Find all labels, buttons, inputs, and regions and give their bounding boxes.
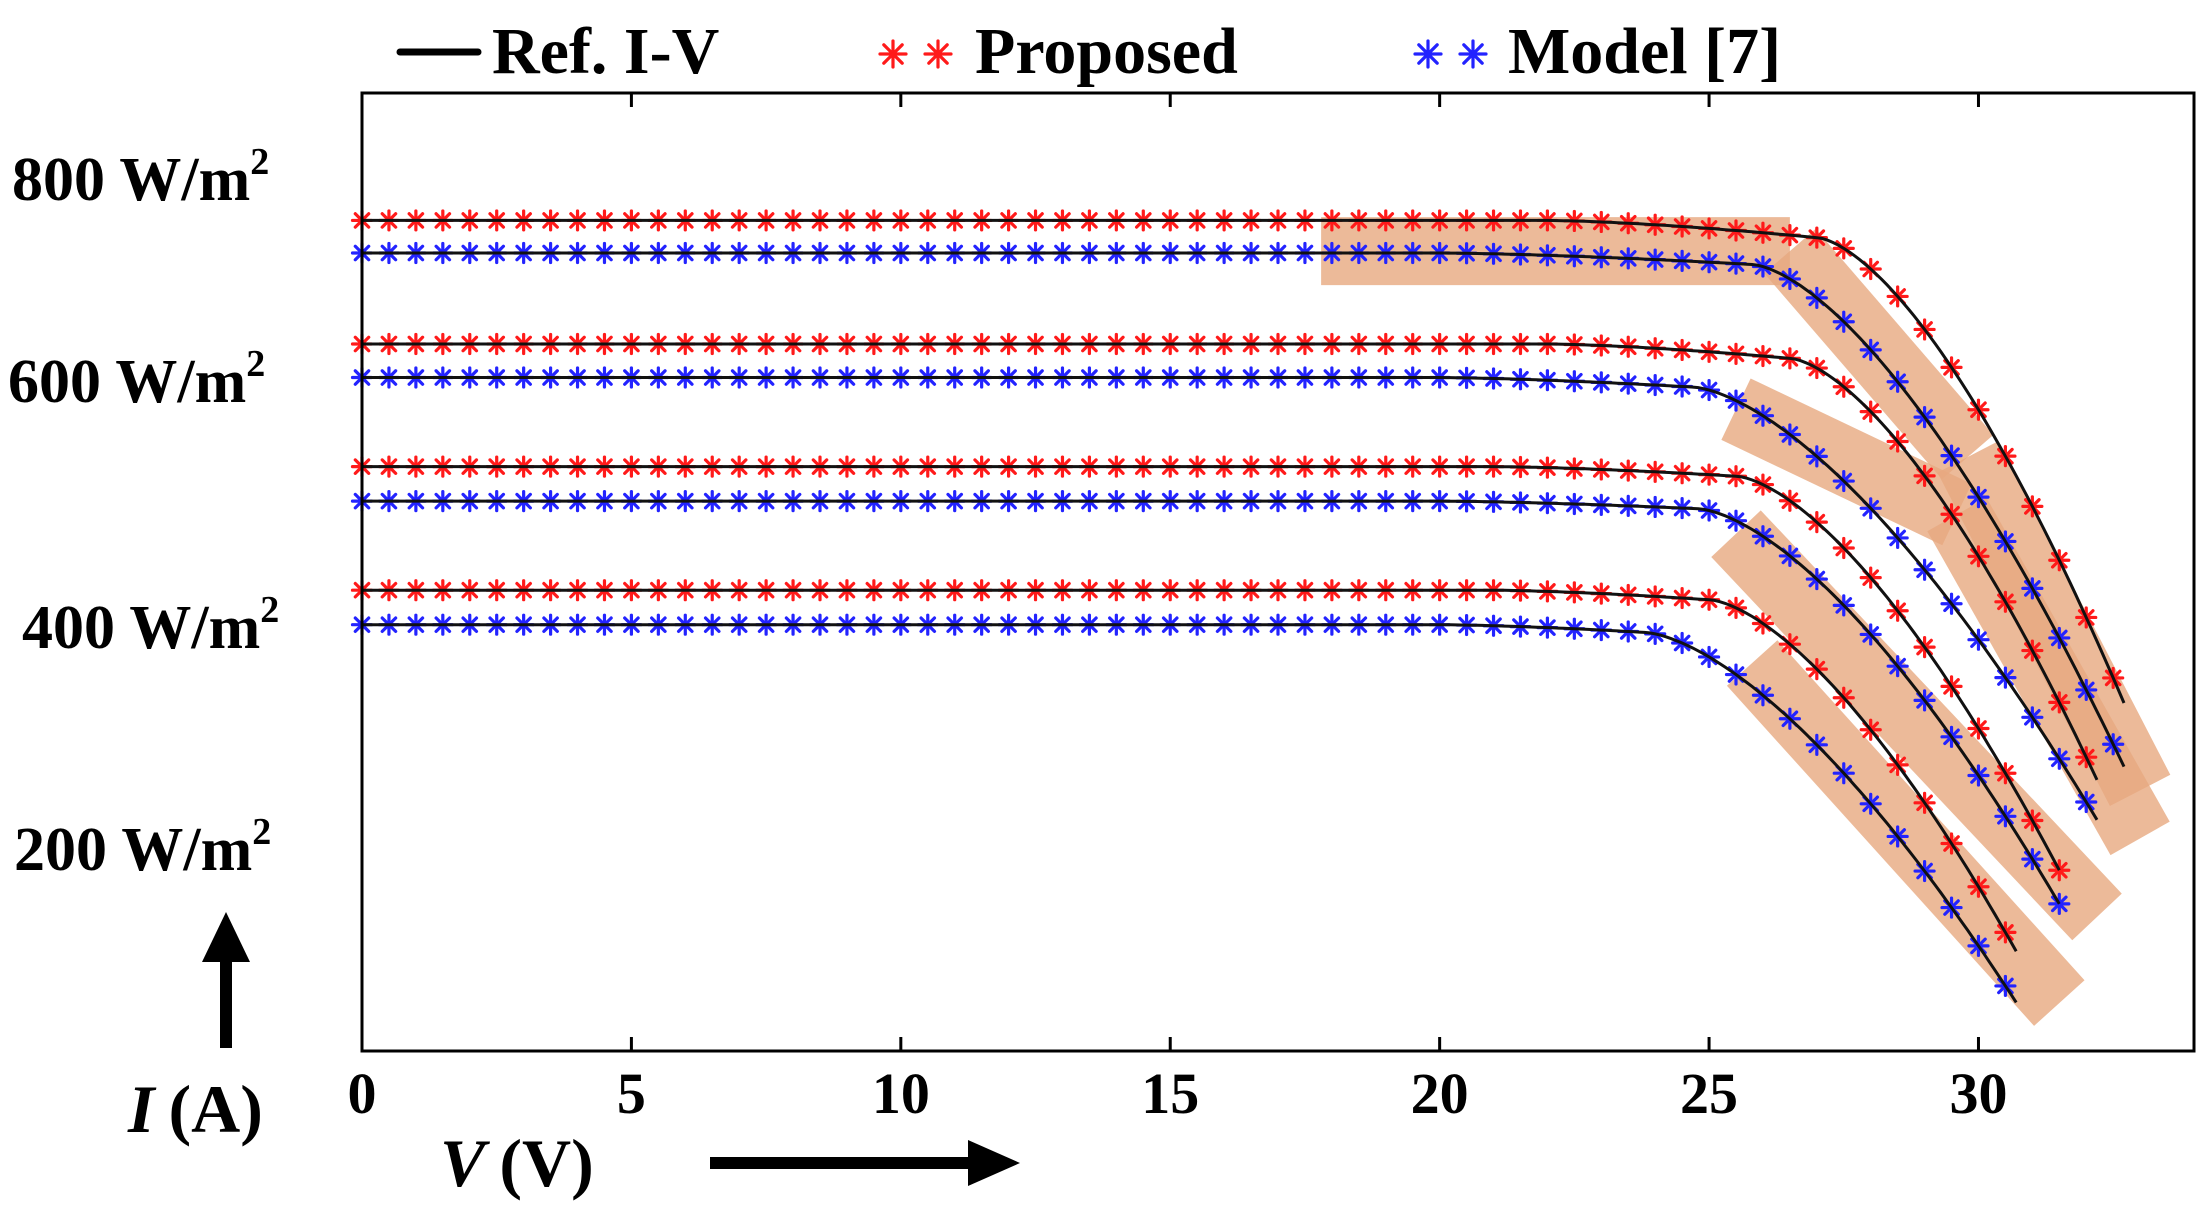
x-tick-label: 30 (1949, 1061, 2007, 1126)
legend-label-model7: Model [7] (1508, 15, 1781, 88)
x-tick-label: 5 (617, 1061, 646, 1126)
irradiance-label-600: 600 W/m2 (8, 343, 265, 416)
asterisk-icon (878, 39, 908, 69)
ref-iv-line (362, 376, 2099, 821)
irradiance-label-200: 200 W/m2 (14, 811, 271, 884)
highlight-bands (1321, 217, 2171, 1026)
x-tick-label: 10 (872, 1061, 930, 1126)
legend: Ref. I-V Proposed Model [7] (396, 15, 1781, 88)
data-point-marker (2048, 859, 2071, 882)
legend-label-proposed: Proposed (975, 15, 1238, 88)
irradiance-label-400: 400 W/m2 (22, 589, 279, 662)
highlight-band (1711, 510, 2122, 941)
asterisk-icon (1413, 39, 1443, 69)
highlight-band (1321, 217, 1790, 286)
x-axis-arrow-icon (710, 1140, 1020, 1186)
ref-iv-line (362, 218, 2126, 704)
asterisk-icon (1458, 39, 1488, 69)
series-model7-400 (350, 490, 2071, 915)
x-tick-label: 15 (1141, 1061, 1199, 1126)
series-proposed-200 (350, 579, 2018, 953)
series-proposed-400 (350, 455, 2071, 882)
highlight-band (1721, 378, 1972, 546)
series-model7-800 (350, 241, 2126, 768)
highlight-band (1927, 497, 2170, 856)
ref-iv-line (362, 251, 2126, 768)
plot-area-frame (360, 91, 2196, 1053)
x-axis-ticks: 0 5 10 15 20 25 30 (348, 93, 2007, 1126)
legend-label-ref: Ref. I-V (492, 15, 719, 88)
x-tick-label: 25 (1680, 1061, 1738, 1126)
ref-iv-line (362, 623, 2018, 1004)
series-proposed-800 (350, 209, 2126, 704)
y-axis-arrow-icon (202, 912, 250, 1048)
series-model7-600 (350, 366, 2099, 821)
irradiance-label-800: 800 W/m2 (12, 141, 269, 214)
y-axis-label: I (A) (127, 1071, 263, 1147)
ref-iv-line (362, 465, 2061, 871)
irradiance-labels: 800 W/m2 600 W/m2 400 W/m2 200 W/m2 (8, 141, 279, 884)
x-axis-label: V (V) (440, 1125, 594, 1201)
series-model7-200 (350, 613, 2018, 1004)
x-tick-label: 20 (1411, 1061, 1469, 1126)
legend-asterisk-sample-proposed (878, 39, 953, 69)
ref-iv-line (362, 342, 2099, 781)
ref-iv-line (362, 588, 2018, 953)
series-proposed-600 (350, 332, 2099, 781)
x-tick-label: 0 (348, 1061, 377, 1126)
ref-iv-line (362, 499, 2061, 905)
iv-curves (350, 209, 2126, 1004)
legend-asterisk-sample-model7 (1413, 39, 1488, 69)
asterisk-icon (923, 39, 953, 69)
